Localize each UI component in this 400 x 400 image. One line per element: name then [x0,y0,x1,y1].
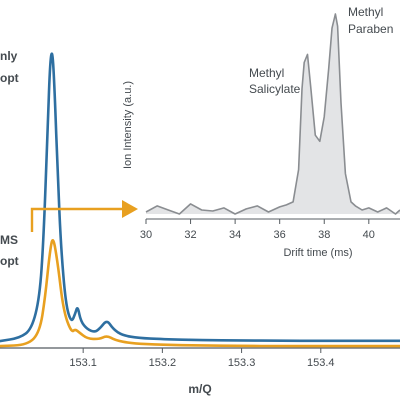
callout-arrow [30,200,138,232]
drift-time-inset-chart: 30 32 34 36 38 40 Drift time (ms) Ion Intensity… [122,5,400,259]
x-tick-label: 153.1 [69,357,97,369]
x-axis-label: m/Q [188,382,211,396]
inset-x-tick-label: 40 [363,229,375,241]
inset-x-tick-label: 32 [184,229,196,241]
x-tick-label: 153.3 [228,357,256,369]
callout-arrow-head [122,200,138,218]
main-spectrum-chart: 153.1 153.2 153.3 153.4 m/Q nly opt MS opt [0,49,400,396]
series-line-orange [0,239,400,348]
inset-x-tick-label: 36 [274,229,286,241]
legend-label-fragment: nly [0,49,18,63]
series-line-blue [0,52,400,343]
inset-x-axis-label: Drift time (ms) [283,247,352,259]
inset-x-tick-label: 34 [229,229,241,241]
inset-x-tick-label: 30 [140,229,152,241]
inset-y-axis-label: Ion Intensity (a.u.) [122,81,134,169]
x-tick-label: 153.4 [307,357,335,369]
peak-annotation-label: Methyl [348,5,383,19]
legend-label-fragment: opt [0,254,19,268]
peak-annotation-label: Salicylate [249,82,301,96]
inset-series-line [145,13,400,215]
peak-annotation-label: Methyl [249,66,284,80]
inset-x-tick-label: 38 [318,229,330,241]
inset-area-fill [146,14,400,214]
peak-annotation-label: Paraben [348,22,393,36]
callout-arrow-shaft [30,207,124,232]
legend-label-fragment: MS [0,233,18,247]
legend-label-fragment: opt [0,71,19,85]
x-tick-label: 153.2 [149,357,177,369]
